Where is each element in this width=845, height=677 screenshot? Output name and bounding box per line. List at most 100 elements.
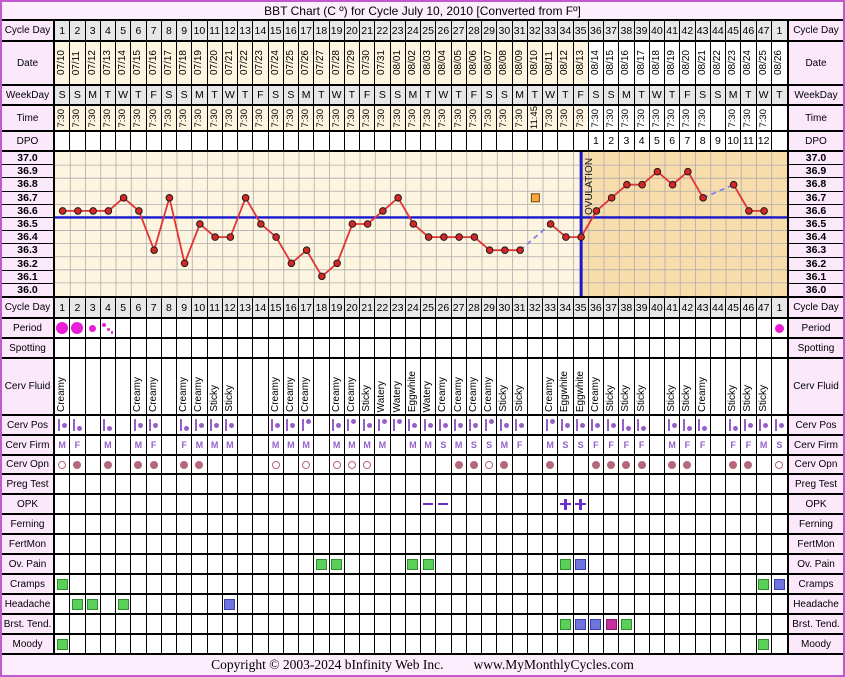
brst-tend-cell-day-27 [452,615,467,633]
time-cell-day-34: 7:30 [558,106,574,130]
date-cell-day-34: 08/12 [558,42,574,84]
cerv-opn-open-circle-icon [363,460,372,469]
ferning-cell-day-34 [558,515,574,533]
headache-marker-blue [224,598,236,610]
cycle-day-cell-day-34: 34 [558,21,574,40]
period-cell-day-33 [543,319,559,337]
date-text: 07/28 [330,50,342,76]
headache-cell-day-8 [162,595,177,613]
moody-cell-day-36 [589,635,604,653]
time-cell-day-25: 7:30 [421,106,437,130]
ov-pain-cell-day-48 [772,555,787,573]
ov-pain-cell-day-19 [330,555,345,573]
dpo-cell-day-43: 8 [695,132,711,150]
headache-cell-day-31 [513,595,528,613]
cerv-opn-cell-day-10 [192,456,208,473]
weekday-cell-day-13: T [238,86,254,104]
spotting-cell-day-27 [452,339,467,357]
cerv-opn-cell-day-19 [330,456,345,473]
cerv-opn-cell-day-3 [86,456,101,473]
cerv-pos-cell-day-31 [513,416,528,434]
preg-test-cell-day-21 [360,475,376,493]
row-fertmon: FertMon FertMon [2,535,843,555]
brst-tend-cell-day-26 [436,615,452,633]
cerv-pos-mid-icon [606,419,616,431]
cycle-day-cell-day-40: 40 [649,21,665,40]
weekday-cell-day-48: T [771,86,787,104]
brst-tend-cell-day-3 [86,615,101,633]
row-spotting: Spotting Spotting [2,339,843,359]
temp-point-day-2 [74,207,82,215]
weekday-cell-day-2: S [70,86,86,104]
moody-cell-day-18 [314,635,330,653]
cerv-pos-low-icon [621,419,631,431]
preg-test-cell-day-18 [314,475,330,493]
row-cerv-opn: Cerv Opn Cerv Opn [2,456,843,475]
row-label-preg-test-right: Preg Test [787,475,843,493]
footer-site-link[interactable]: www.MyMonthlyCycles.com [473,657,634,672]
time-text: 7:30 [345,108,357,128]
cerv-firm-cell-day-25: M [421,436,437,454]
ferning-cell-day-32 [528,515,543,533]
cerv-firm-letter: F [730,440,736,450]
cramps-cell-day-20 [345,575,360,593]
cycle-day-cell-day-10: 10 [192,21,208,40]
temp-axis-right: 37.0 36.9 36.8 36.7 36.6 36.5 36.4 36.3 36.2 36.1… [787,152,843,296]
cerv-firm-cell-day-18 [314,436,330,454]
cerv-firm-cell-day-42: F [680,436,696,454]
moody-cell-day-1 [55,635,71,653]
period-cell-day-31 [513,319,528,337]
temp-point-day-40 [653,167,662,176]
fertmon-cell-day-6 [131,535,147,553]
time-cell-day-43: 7:30 [695,106,711,130]
time-cell-day-35: 7:30 [573,106,589,130]
weekday-cell-day-17: M [299,86,315,104]
temp-point-day-41 [668,180,677,189]
ov-pain-marker-green [559,558,571,570]
spotting-cell-day-32 [528,339,543,357]
excluded-temp-marker [530,193,540,203]
cerv-opn-open-circle-icon [775,460,784,469]
moody-cell-day-41 [665,635,681,653]
moody-cell-day-30 [497,635,513,653]
cerv-fluid-cell-day-7: Creamy [147,359,162,414]
cerv-pos-mid-icon [515,419,525,431]
row-cerv-pos: Cerv Pos Cerv Pos [2,416,843,436]
spotting-cell-day-14 [253,339,269,357]
preg-test-cell-day-40 [650,475,665,493]
date-text: 08/09 [513,50,525,76]
temp-axis-tick: 37.0 [789,152,843,166]
moody-cell-day-32 [528,635,543,653]
time-cell-day-3: 7:30 [85,106,101,130]
headache-cell-day-12 [223,595,238,613]
cycle-day-cell-day-22: 22 [375,21,391,40]
ov-pain-cell-day-11 [208,555,223,573]
opk-cell-day-12 [223,495,238,513]
date-cell-day-25: 08/03 [421,42,437,84]
preg-test-cell-day-23 [391,475,406,493]
date-cell-day-15: 07/24 [268,42,284,84]
headache-cell-day-3 [86,595,101,613]
date-cell-day-7: 07/16 [146,42,162,84]
spotting-cell-day-23 [391,339,406,357]
date-cell-day-38: 08/16 [619,42,635,84]
row-temperature-chart: 37.0 36.9 36.8 36.7 36.6 36.5 36.4 36.3 36.2 36.1… [2,152,843,298]
fertmon-cell-day-23 [391,535,406,553]
time-cell-day-45: 7:30 [726,106,742,130]
time-text: 7:30 [696,108,708,128]
cerv-fluid-text: Sticky [513,385,525,412]
cerv-opn-cell-day-32 [528,456,543,473]
preg-test-cell-day-20 [345,475,360,493]
opk-cell-day-48 [772,495,787,513]
cramps-cell-day-22 [375,575,391,593]
row-weekday: WeekDay S S M T W T F S S M T W T F S S M T W T F S S M T W T F S S M T W… [2,86,843,106]
cramps-cell-day-2 [70,575,86,593]
cerv-fluid-cell-day-28: Creamy [467,359,482,414]
cerv-fluid-cell-day-1: Creamy [55,359,71,414]
spotting-cell-day-1 [55,339,71,357]
spotting-cell-day-39 [635,339,650,357]
temp-point-day-21 [363,220,372,228]
weekday-cell-day-36: S [588,86,604,104]
cerv-opn-cell-day-46 [741,456,757,473]
fertmon-cell-day-32 [528,535,543,553]
